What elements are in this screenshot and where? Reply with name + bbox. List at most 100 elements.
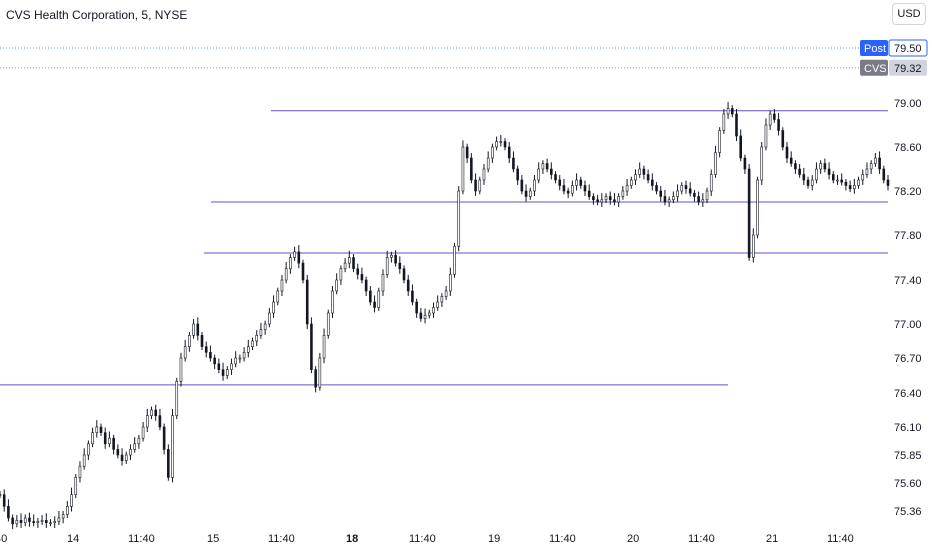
candle-body [432, 307, 435, 314]
candle-body [827, 168, 831, 175]
candle-body [419, 312, 423, 319]
candle-body [537, 168, 540, 181]
time-tick-label: 14 [67, 533, 79, 545]
time-tick-label: 11:40 [268, 533, 295, 545]
candle-body [789, 157, 793, 164]
candle-body [28, 517, 31, 522]
candle-body [503, 141, 507, 148]
candle-body [714, 152, 717, 175]
candle-body [263, 323, 267, 330]
candle-body [516, 168, 519, 181]
candle-body [15, 520, 19, 525]
candle-body [331, 290, 334, 314]
candle-body [0, 494, 2, 496]
time-tick-label: 20 [627, 533, 639, 545]
price-tag-value: 79.50 [894, 43, 922, 55]
price-tick-label: 77.80 [894, 230, 922, 242]
candle-body [806, 179, 810, 186]
candle-body [781, 130, 785, 148]
candle-body [213, 357, 216, 365]
candle-body [91, 432, 94, 445]
candle-body [133, 443, 136, 450]
candle-body [651, 179, 654, 186]
price-axis[interactable]: 79.00 78.60 78.20 77.80 77.40 77.00 76.70 76.40… [894, 98, 922, 518]
candle-body [53, 521, 57, 523]
candle-body [251, 340, 254, 347]
time-tick-label: 40 [0, 533, 7, 545]
time-axis[interactable]: 40 14 11:40 15 11:40 18 11:40 19 11:40 20 11:40 21 1… [0, 533, 854, 545]
candle-body [857, 179, 860, 186]
candle-body [188, 335, 191, 347]
price-tags: Post 79.50 CVS 79.32 [860, 39, 928, 76]
candle-body [878, 157, 881, 170]
candle-body [684, 185, 688, 190]
candle-body [32, 521, 35, 523]
price-tick-label: 76.10 [894, 422, 922, 434]
candle-body [739, 135, 743, 159]
candle-body [491, 146, 494, 159]
candle-body [663, 196, 667, 203]
candle-body [7, 506, 10, 519]
currency-selector[interactable]: USD [892, 3, 926, 25]
candle-body [352, 257, 355, 270]
candle-body [171, 415, 174, 478]
time-tick-label: 19 [488, 533, 500, 545]
candle-body [284, 268, 288, 281]
candle-body [524, 190, 528, 197]
candle-body [11, 517, 14, 525]
candle-body [276, 290, 280, 303]
time-tick-label: 15 [207, 533, 219, 545]
candle-body [406, 279, 410, 292]
candle-body [608, 196, 612, 201]
candle-body [200, 335, 204, 347]
candle-body [499, 141, 503, 143]
candle-body [629, 179, 633, 186]
candle-body [192, 323, 195, 336]
candle-body [150, 409, 153, 416]
candle-body [646, 174, 650, 181]
candle-series [0, 101, 890, 530]
candle-body [348, 257, 351, 264]
candle-body [562, 185, 566, 192]
candle-body [377, 290, 381, 308]
price-tick-label: 75.36 [894, 506, 922, 518]
candle-body [613, 199, 616, 203]
price-tick-label: 77.00 [894, 319, 922, 331]
candle-body [297, 251, 301, 264]
candle-body [158, 415, 162, 428]
candle-body [444, 290, 448, 297]
time-tick-label: 18 [346, 533, 358, 545]
candle-body [798, 168, 801, 175]
candle-body [234, 357, 237, 365]
candle-body [697, 196, 700, 203]
candle-body [865, 168, 869, 175]
candle-body [545, 163, 549, 170]
candle-body [848, 185, 852, 190]
price-tick-label: 78.60 [894, 142, 922, 154]
candle-body [735, 113, 738, 137]
candle-body [722, 113, 726, 131]
candle-body [268, 312, 271, 325]
candle-body [247, 346, 250, 353]
candle-body [61, 514, 65, 519]
candle-body [844, 181, 848, 186]
candle-body [305, 279, 309, 325]
candle-body [204, 346, 208, 353]
price-tag: CVS 79.32 [860, 59, 927, 76]
candle-body [482, 168, 486, 181]
candle-body [465, 146, 469, 159]
candle-body [423, 314, 427, 319]
candle-body [301, 262, 305, 281]
candle-body [558, 179, 562, 186]
price-tag-value: 79.32 [894, 63, 922, 75]
candle-body [449, 274, 452, 292]
candle-body [861, 174, 865, 181]
candle-body [587, 190, 591, 197]
candle-body [453, 245, 456, 275]
candle-body [680, 185, 684, 192]
candle-body [655, 185, 658, 192]
candle-body [87, 443, 90, 456]
candle-body [221, 369, 225, 376]
candle-body [541, 163, 545, 170]
